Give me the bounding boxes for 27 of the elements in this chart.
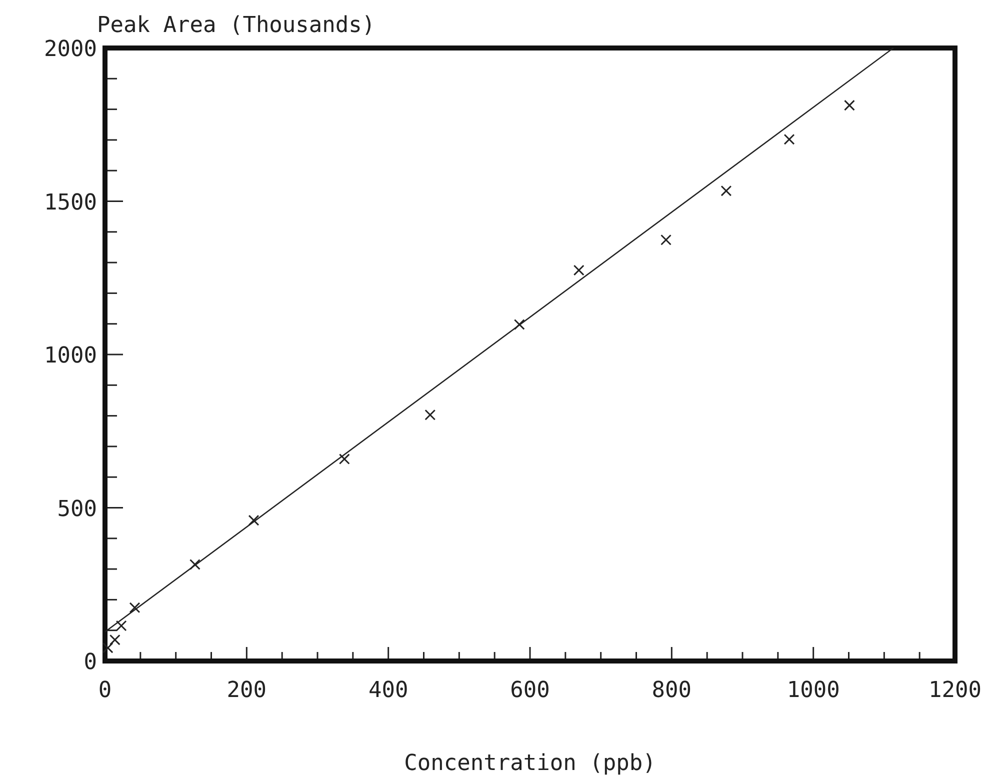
- y-tick-label: 2000: [44, 37, 97, 62]
- x-tick-label: 200: [226, 678, 267, 703]
- x-tick-label: 400: [368, 678, 408, 703]
- point: [514, 318, 525, 330]
- x-tick-label: 600: [510, 678, 550, 703]
- y-axis-title: Peak Area (Thousands): [97, 13, 376, 38]
- x-tick-label: 1000: [786, 678, 840, 703]
- x-tick-label: 1200: [928, 678, 982, 703]
- point: [573, 264, 584, 276]
- point: [248, 514, 260, 526]
- x-axis-title: Concentration (ppb): [404, 751, 656, 776]
- y-tick-label: 0: [84, 650, 97, 675]
- point: [116, 620, 127, 632]
- y-tick-label: 1000: [44, 344, 97, 368]
- point: [784, 134, 795, 145]
- y-tick-label: 1500: [44, 190, 97, 216]
- point: [129, 602, 140, 614]
- point: [720, 185, 732, 196]
- point: [189, 558, 200, 570]
- point: [109, 634, 120, 646]
- point: [102, 642, 114, 654]
- x-tick-label: 800: [652, 678, 692, 703]
- point: [424, 409, 436, 420]
- y-tick-label: 500: [57, 496, 97, 522]
- point: [338, 454, 350, 464]
- point: [660, 234, 672, 246]
- point: [844, 100, 855, 111]
